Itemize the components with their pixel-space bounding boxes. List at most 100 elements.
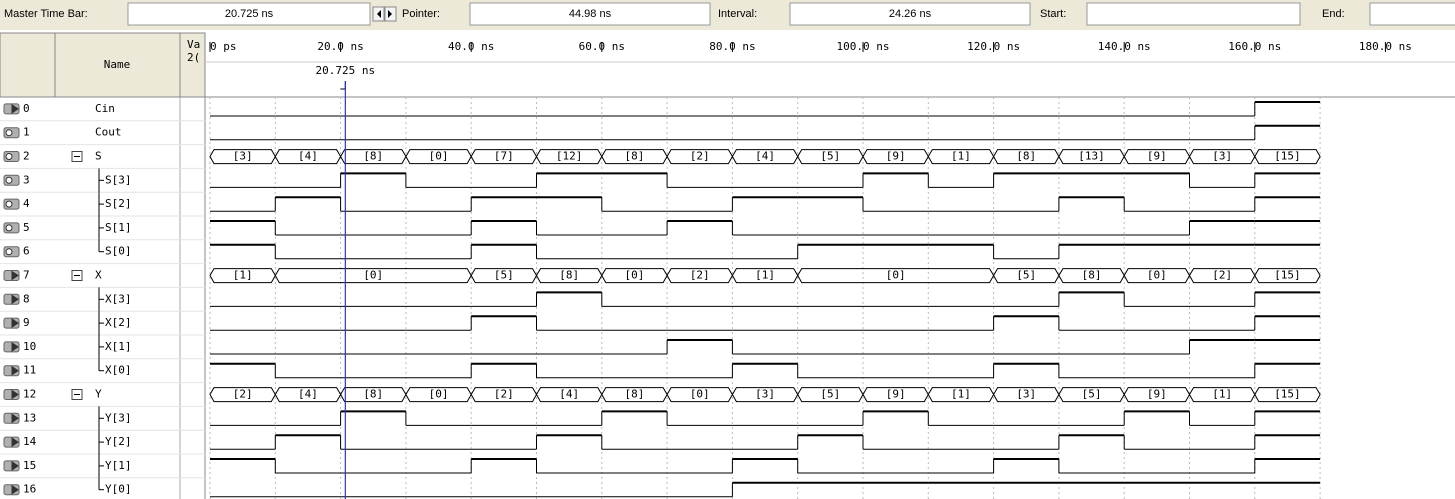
pin-index: 6 [23,245,30,258]
signal-name: S [95,150,102,163]
bus-value: [3] [233,150,253,163]
bus-value: [4] [298,388,318,401]
pin-arrow [11,460,19,471]
pin-index: 7 [23,269,30,282]
tick-label: 160.0 ns [1228,40,1281,53]
pin-arrow [5,224,13,232]
pin-arrow [5,248,13,256]
pin-index: 9 [23,316,30,329]
signal-name: X [95,269,102,282]
pin-arrow [5,176,13,184]
signal-name: S[2] [105,197,132,210]
bus-value: [1] [951,150,971,163]
list-header [0,32,206,98]
pointer-box [469,2,711,26]
bus-value: [3] [1212,150,1232,163]
signal-name: S[0] [105,245,132,258]
signal-name: X[0] [105,364,132,377]
start-box[interactable] [1086,2,1301,26]
prev-arrow [377,10,381,18]
pin-index: 12 [23,388,36,401]
signal-name: Cout [95,126,122,139]
bus-value: [3] [1016,388,1036,401]
bus-value: [0] [886,269,906,282]
bus-value: [5] [494,269,514,282]
tick-label: 40.0 ns [448,40,494,53]
bus-value: [2] [494,388,514,401]
signal-name: S[3] [105,173,132,186]
master-box[interactable] [127,2,371,26]
pin-index: 15 [23,459,36,472]
bus-value: [8] [625,150,645,163]
pin-arrow [11,437,19,448]
bus-value: [2] [233,388,253,401]
pin-arrow [11,413,19,424]
bus-segment [1254,387,1321,403]
bus-value: [15] [1274,269,1301,282]
pin-arrow [5,200,13,208]
end-box[interactable] [1369,2,1455,26]
bus-value: [0] [429,388,449,401]
bus-value: [5] [820,150,840,163]
bus-value: [8] [1082,269,1102,282]
bus-value: [8] [363,388,383,401]
pin-index: 0 [23,102,30,115]
bus-value: [2] [1212,269,1232,282]
pin-index: 11 [23,364,36,377]
pin-index: 8 [23,292,30,305]
pin-arrow [11,341,19,352]
pin-index: 10 [23,340,36,353]
pin-index: 13 [23,411,36,424]
tick-label: 20.0 ns [317,40,363,53]
bus-value: [1] [951,388,971,401]
signal-name: Y[2] [105,435,132,448]
tick-label: 120.0 ns [967,40,1020,53]
tick-label: 140.0 ns [1098,40,1151,53]
bus-value: [3] [755,388,775,401]
bus-value: [7] [494,150,514,163]
pin-index: 4 [23,197,30,210]
bus-value: [9] [886,388,906,401]
pin-index: 5 [23,221,30,234]
bus-value: [1] [1212,388,1232,401]
bus-value: [5] [820,388,840,401]
master-label: Master Time Bar: [4,8,88,20]
signal-name: X[1] [105,340,132,353]
start-label: Start: [1040,8,1066,20]
bus-value: [8] [559,269,579,282]
signal-name: X[2] [105,316,132,329]
bus-value: [9] [1147,150,1167,163]
pin-index: 3 [23,173,30,186]
interval-value: 24.26 ns [889,8,932,20]
interval-box [789,2,1031,26]
bus-value: [5] [1016,269,1036,282]
signal-name: S[1] [105,221,132,234]
bus-value: [9] [886,150,906,163]
bus-value: [8] [1016,150,1036,163]
bus-value: [8] [625,388,645,401]
end-label: End: [1322,8,1345,20]
signal-name: Cin [95,102,115,115]
bus-value: [8] [363,150,383,163]
signal-name: Y[1] [105,459,132,472]
bus-value: [0] [363,269,383,282]
master-value: 20.725 ns [225,8,274,20]
bus-value: [1] [233,269,253,282]
tick-label: 60.0 ns [579,40,625,53]
pin-arrow [11,103,19,114]
interval-label: Interval: [718,8,757,20]
bus-segment [1254,149,1321,165]
signal-name: Y[3] [105,411,132,424]
pin-arrow [11,389,19,400]
bus-value: [4] [559,388,579,401]
bus-value: [4] [755,150,775,163]
bus-value: [0] [625,269,645,282]
bus-value: [0] [429,150,449,163]
tick-label: 180.0 ns [1359,40,1412,53]
value-header: 2( [187,51,200,64]
pointer-value: 44.98 ns [569,8,612,20]
pin-index: 16 [23,483,36,496]
